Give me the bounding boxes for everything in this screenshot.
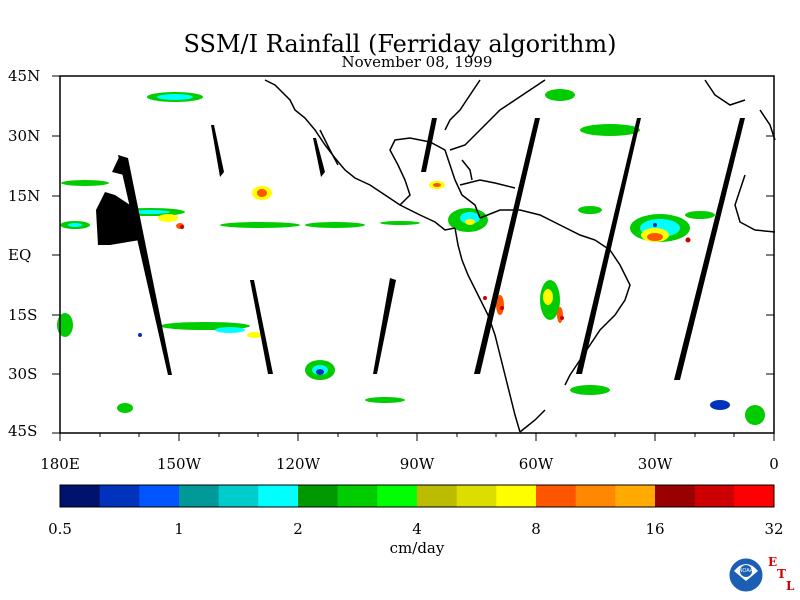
lon-ticks (59, 433, 775, 441)
colorbar-swatch (615, 485, 656, 507)
lat-label: EQ (8, 246, 32, 264)
lat-label: 45S (8, 422, 38, 440)
colorbar-swatch (298, 485, 339, 507)
lon-label: 0 (769, 455, 779, 473)
colorbar-swatch (258, 485, 299, 507)
colorbar-units: cm/day (389, 539, 445, 557)
colorbar-swatch (179, 485, 220, 507)
lon-label: 30W (637, 455, 673, 473)
colorbar-swatch (456, 485, 497, 507)
lat-label: 45N (8, 67, 41, 85)
map-frame (59, 75, 775, 434)
etl-letter-l: L (786, 579, 795, 593)
lon-label: 90W (399, 455, 435, 473)
lat-ticks (52, 75, 774, 434)
etl-letter-t: T (777, 567, 786, 581)
colorbar-swatch (694, 485, 735, 507)
noaa-logo: NOAA (728, 557, 764, 593)
colorbar-swatch (377, 485, 418, 507)
lat-label: 30S (8, 365, 38, 383)
colorbar-tick-label: 4 (412, 520, 422, 538)
colorbar-swatch (417, 485, 458, 507)
lon-label: 120W (275, 455, 321, 473)
colorbar-tick-label: 0.5 (48, 520, 72, 538)
lon-label: 60W (518, 455, 554, 473)
colorbar (59, 484, 775, 508)
map-title: SSM/I Rainfall (Ferriday algorithm) (183, 30, 617, 58)
coastlines (264, 79, 776, 433)
colorbar-swatch (734, 485, 775, 507)
colorbar-swatch (496, 485, 537, 507)
colorbar-swatch (575, 485, 616, 507)
map-subtitle: November 08, 1999 (341, 53, 493, 71)
lon-label: 180E (40, 455, 80, 473)
lat-label: 15S (8, 306, 38, 324)
colorbar-swatch (655, 485, 696, 507)
colorbar-tick-label: 32 (764, 520, 784, 538)
rain-patches (57, 89, 765, 425)
lat-label: 15N (8, 187, 41, 205)
colorbar-tick-label: 2 (293, 520, 303, 538)
colorbar-tick-label: 8 (531, 520, 541, 538)
logo-text: NOAA (739, 568, 754, 574)
lon-label: 150W (156, 455, 202, 473)
etl-logo: E T L (766, 555, 796, 595)
colorbar-tick-label: 1 (174, 520, 184, 538)
colorbar-swatch (99, 485, 140, 507)
lat-label: 30N (8, 127, 41, 145)
colorbar-swatch (218, 485, 259, 507)
colorbar-swatch (536, 485, 577, 507)
colorbar-swatch (139, 485, 180, 507)
etl-letter-e: E (768, 555, 778, 569)
colorbar-tick-label: 16 (645, 520, 665, 538)
colorbar-swatch (337, 485, 378, 507)
colorbar-frame (59, 484, 775, 508)
colorbar-swatch (60, 485, 101, 507)
swath-gaps (96, 118, 745, 380)
